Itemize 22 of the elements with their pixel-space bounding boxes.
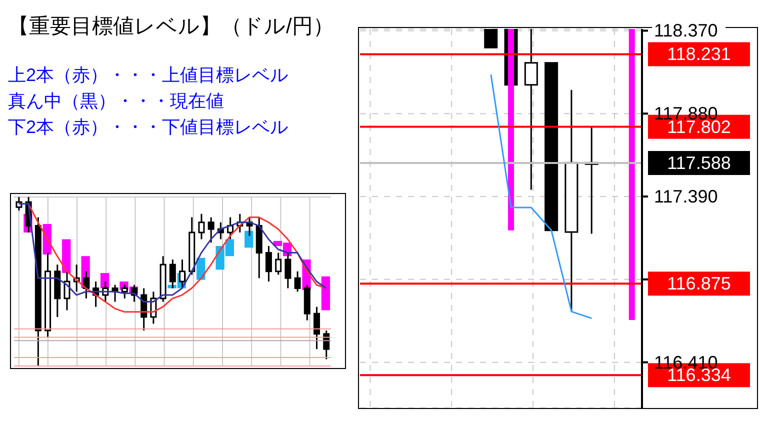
ref-line-label: 118.231 — [666, 44, 730, 64]
text: 真ん中（黒）・・・現在値 — [8, 90, 225, 113]
candlestick — [168, 258, 176, 289]
candlestick — [294, 270, 300, 292]
candlestick — [313, 306, 320, 350]
bar — [320, 276, 330, 310]
candlestick — [274, 252, 282, 275]
candlestick — [264, 244, 272, 282]
candlestick — [207, 216, 214, 243]
ref-line-label: 117.588 — [666, 152, 730, 173]
text: 【重要目標値レベル】（ドル/円） — [8, 14, 335, 40]
y-tick-label: 117.390 — [654, 186, 718, 206]
candlestick — [178, 258, 186, 289]
bar — [62, 238, 70, 273]
text: 上2本（赤）・・・上値目標レベル — [8, 64, 290, 87]
bar — [244, 230, 253, 248]
ref-line-label: 116.875 — [666, 273, 730, 294]
candlestick — [198, 212, 204, 240]
y-tick-label: 118.370 — [654, 20, 718, 40]
line-series — [490, 73, 592, 319]
candlestick — [15, 196, 22, 211]
text: 下2本（赤）・・・下値目標レベル — [8, 116, 290, 139]
